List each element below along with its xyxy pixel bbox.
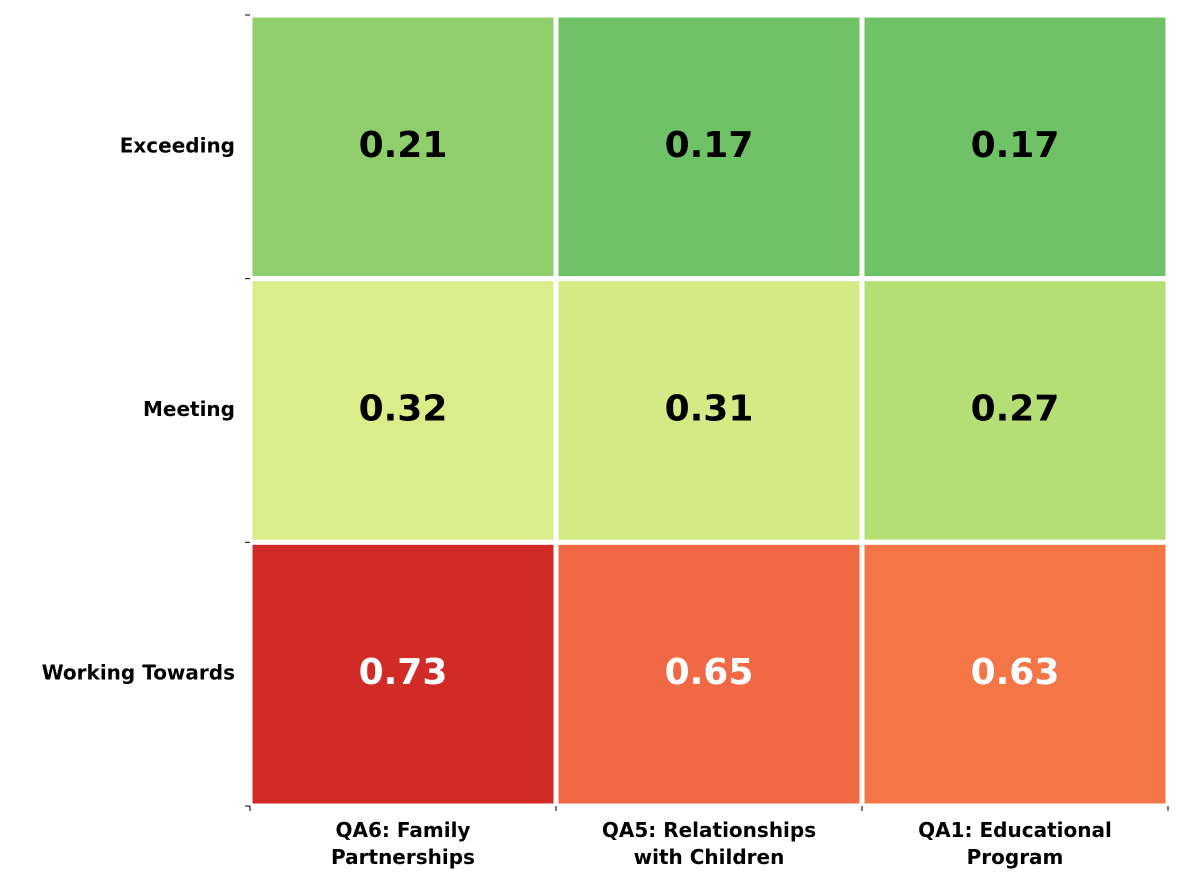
cell-value: 0.65: [665, 652, 754, 693]
column-label: QA1: Educational Program: [918, 818, 1112, 869]
cell-value: 0.17: [971, 125, 1060, 166]
heatmap-cell: [553, 539, 865, 809]
cell-value: 0.31: [665, 389, 754, 430]
row-label: Working Towards: [42, 661, 235, 685]
row-label: Meeting: [143, 397, 235, 421]
cell-value: 0.73: [359, 652, 448, 693]
column-label: QA5: Relationships with Children: [601, 818, 817, 869]
heatmap-cell: [247, 12, 559, 282]
heatmap-cell: [553, 12, 865, 282]
cell-value: 0.63: [971, 652, 1060, 693]
cell-value: 0.17: [665, 125, 754, 166]
cell-value: 0.27: [971, 389, 1060, 430]
heatmap-cell: [247, 539, 559, 809]
row-label: Exceeding: [120, 133, 235, 157]
heatmap-cell: [859, 12, 1171, 282]
heatmap-cell: [859, 276, 1171, 545]
column-label: QA6: Family Partnerships: [331, 818, 475, 869]
cell-value: 0.32: [359, 389, 448, 430]
cell-value: 0.21: [359, 125, 448, 166]
heatmap-cell: [859, 539, 1171, 809]
